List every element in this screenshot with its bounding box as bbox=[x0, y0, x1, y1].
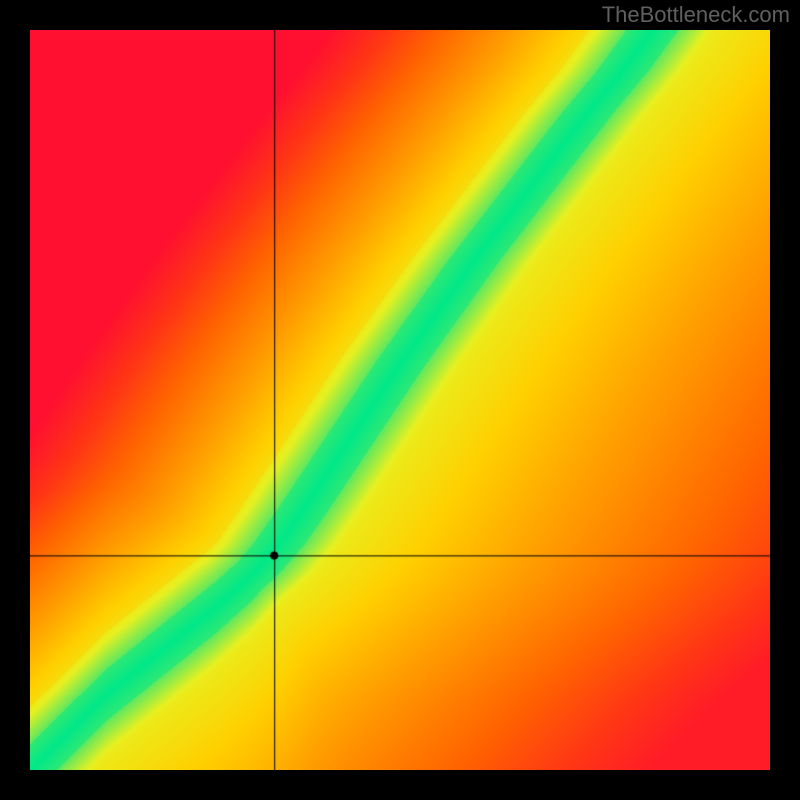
chart-container: TheBottleneck.com bbox=[0, 0, 800, 800]
bottleneck-heatmap bbox=[30, 30, 770, 770]
watermark-text: TheBottleneck.com bbox=[602, 2, 790, 28]
